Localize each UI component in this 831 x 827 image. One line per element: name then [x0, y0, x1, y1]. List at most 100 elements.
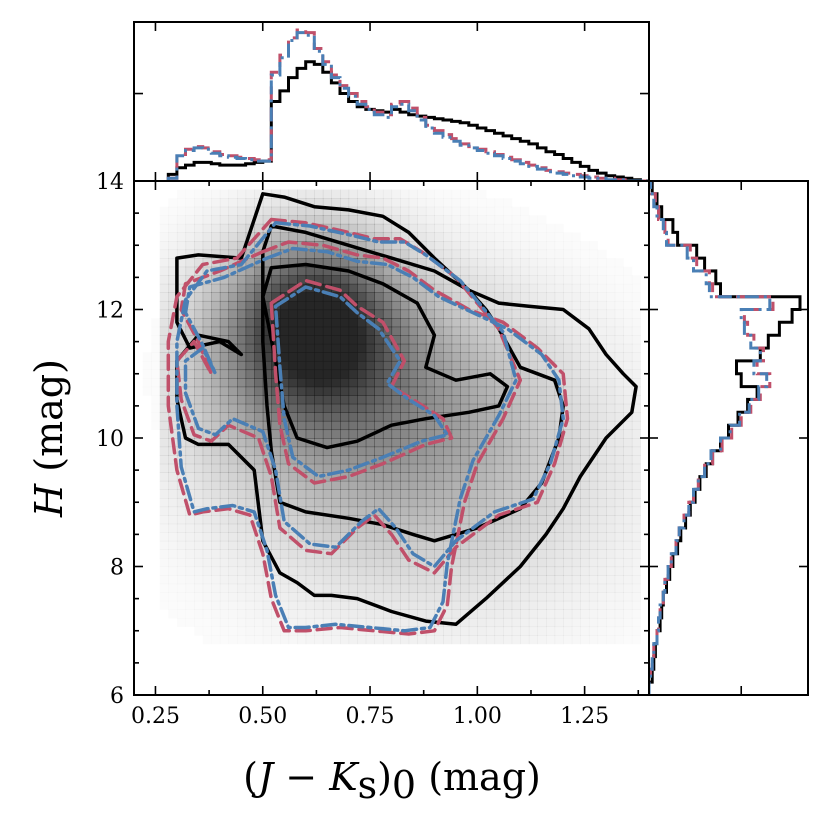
density-cell: [357, 189, 367, 199]
density-cell: [237, 575, 247, 585]
density-cell: [563, 283, 573, 293]
density-cell: [202, 343, 212, 353]
density-cell: [159, 523, 169, 533]
density-cell: [245, 549, 255, 559]
density-cell: [588, 609, 599, 619]
density-cell: [176, 275, 187, 285]
density-cell: [194, 497, 204, 508]
density-cell: [554, 566, 564, 576]
density-cell: [443, 335, 453, 345]
density-cell: [194, 523, 204, 533]
density-cell: [546, 386, 556, 396]
density-cell: [237, 335, 247, 345]
density-cell: [631, 335, 642, 345]
density-cell: [168, 403, 178, 413]
density-cell: [451, 557, 461, 568]
density-cell: [185, 258, 195, 268]
density-cell: [314, 206, 324, 216]
density-cell: [177, 190, 186, 199]
density-cell: [314, 438, 324, 448]
density-cell: [417, 206, 427, 216]
density-cell: [314, 463, 324, 473]
density-cell: [537, 292, 547, 302]
density-cell: [357, 326, 367, 336]
density-cell: [580, 506, 590, 516]
density-cell: [580, 395, 590, 405]
density-cell: [485, 472, 496, 482]
density-cell: [159, 249, 169, 259]
density-cell: [443, 489, 453, 499]
density-cell: [374, 575, 384, 585]
density-cell: [288, 275, 298, 285]
density-cell: [322, 258, 333, 268]
density-cell: [468, 403, 478, 413]
density-cell: [391, 395, 401, 405]
density-cell: [211, 378, 221, 388]
density-cell: [511, 335, 521, 345]
density-cell: [194, 207, 203, 216]
density-cell: [185, 300, 195, 311]
density-cell: [279, 198, 290, 208]
density-cell: [563, 463, 573, 473]
density-cell: [434, 515, 444, 525]
density-cell: [606, 635, 615, 644]
density-cell: [348, 532, 358, 542]
density-cell: [271, 566, 281, 576]
density-cell: [571, 378, 581, 388]
density-cell: [597, 472, 607, 482]
density-cell: [597, 575, 607, 585]
density-cell: [211, 395, 221, 405]
density-cell: [374, 206, 384, 216]
density-cell: [425, 523, 436, 533]
density-cell: [451, 283, 461, 293]
density-cell: [237, 360, 247, 371]
density-cell: [194, 532, 204, 542]
density-cell: [176, 532, 187, 542]
density-cell: [400, 326, 410, 336]
density-cell: [357, 600, 367, 610]
density-cell: [348, 600, 358, 610]
density-cell: [391, 497, 401, 508]
density-cell: [202, 463, 212, 473]
density-cell: [228, 378, 238, 388]
density-cell: [219, 343, 230, 353]
density-cell: [468, 343, 478, 353]
density-cell: [554, 275, 564, 285]
density-cell: [228, 575, 238, 585]
density-cell: [511, 258, 521, 268]
density-cell: [623, 301, 632, 310]
density-cell: [237, 635, 246, 644]
density-cell: [202, 438, 212, 448]
density-cell: [314, 335, 324, 345]
density-cell: [400, 378, 410, 388]
density-cell: [589, 258, 598, 267]
density-cell: [348, 446, 358, 456]
density-cell: [391, 292, 401, 302]
density-cell: [202, 566, 212, 576]
density-cell: [563, 549, 573, 559]
density-cell: [555, 250, 564, 259]
density-cell: [597, 352, 607, 362]
density-cell: [571, 540, 581, 550]
density-cell: [348, 292, 358, 302]
density-cell: [597, 489, 607, 499]
density-cell: [520, 566, 530, 576]
density-cell: [606, 284, 615, 293]
density-cell: [348, 309, 358, 319]
density-cell: [503, 403, 513, 413]
density-cell: [331, 489, 341, 499]
density-cell: [417, 266, 427, 276]
density-cell: [262, 523, 272, 533]
density-cell: [314, 403, 324, 413]
density-cell: [331, 540, 341, 550]
density-cell: [176, 549, 187, 559]
density-cell: [365, 592, 375, 602]
density-cell: [228, 618, 237, 627]
density-cell: [357, 635, 367, 645]
density-cell: [537, 480, 547, 490]
density-cell: [305, 523, 315, 533]
density-cell: [631, 446, 642, 456]
density-cell: [202, 557, 212, 568]
density-cell: [554, 369, 564, 379]
density-cell: [451, 240, 461, 251]
